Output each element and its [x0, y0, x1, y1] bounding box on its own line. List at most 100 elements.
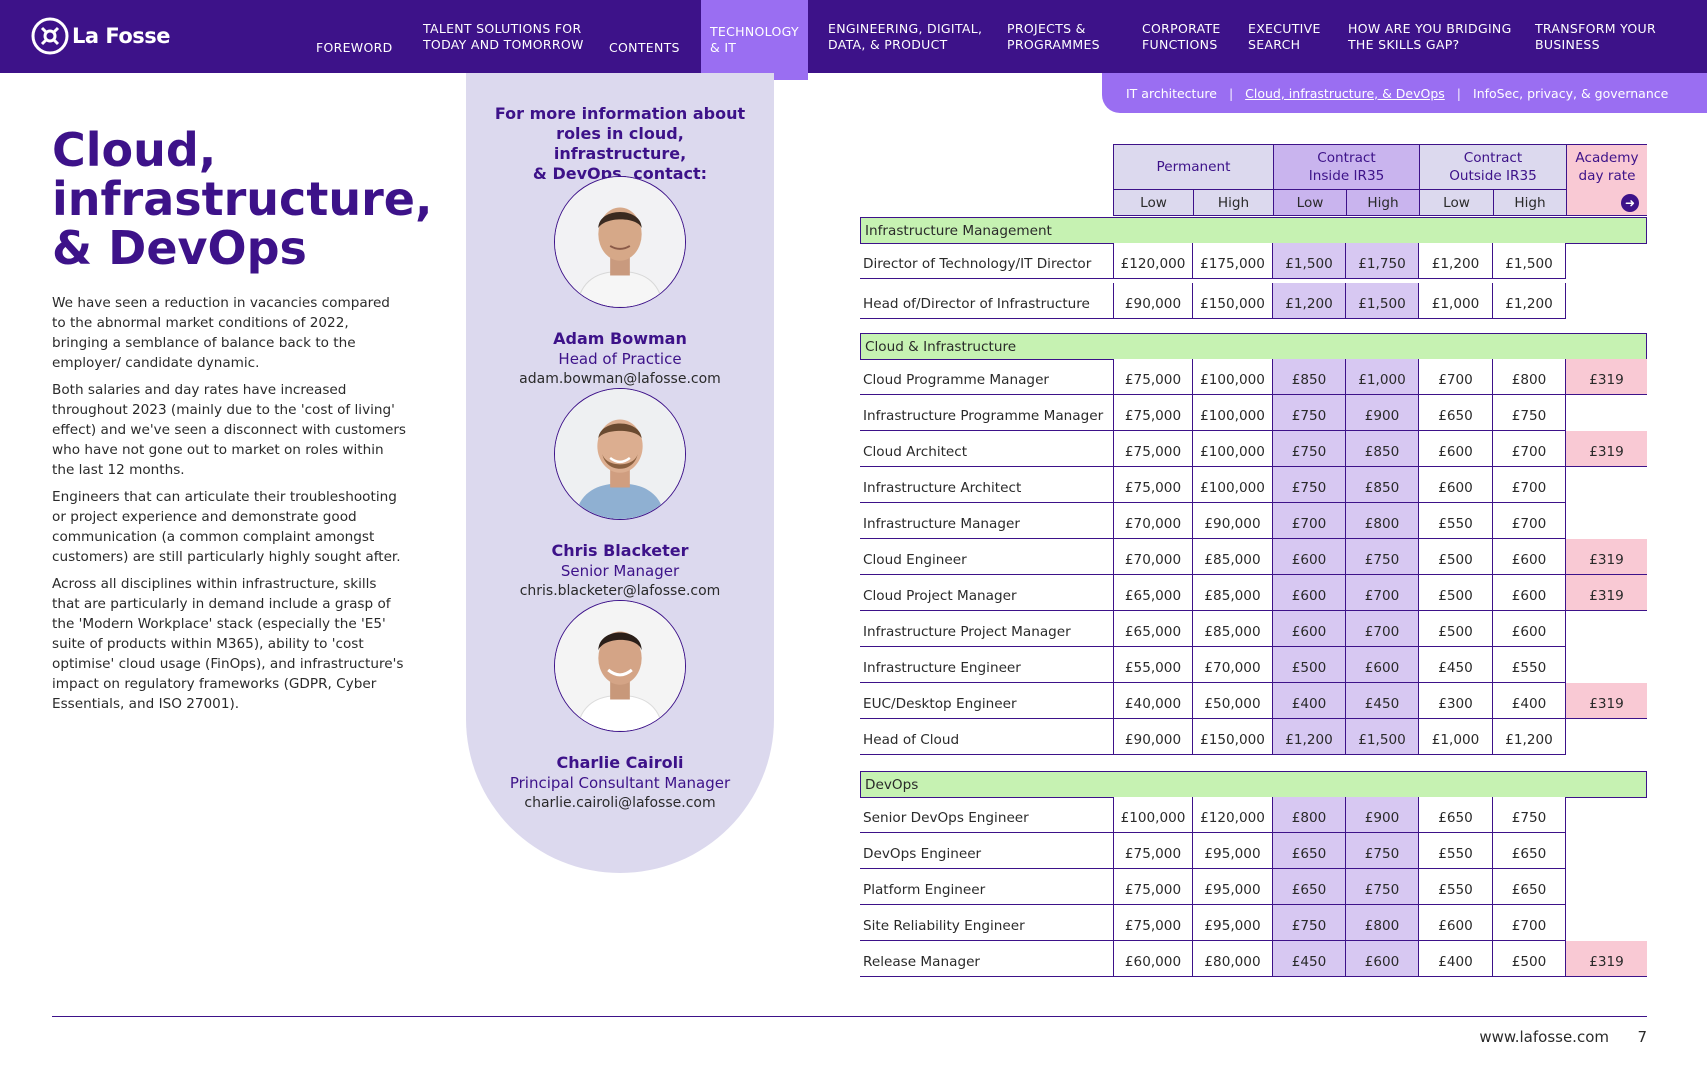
page-title-line: Cloud,	[52, 123, 217, 177]
subnav-cloud-infrastructure-devops[interactable]: Cloud, infrastructure, & DevOps	[1245, 85, 1445, 101]
contact-name: Chris Blacketer	[551, 541, 689, 560]
nav-item-label: ENGINEERING, DIGITAL,	[828, 20, 983, 36]
contact-email-link[interactable]: chris.blacketer@lafosse.com	[519, 583, 721, 599]
intro-paragraph: Across all disciplines within infrastruc…	[52, 576, 404, 712]
table-cell: £600	[1419, 467, 1493, 503]
table-cell: £500	[1419, 539, 1493, 575]
table-row-role: Senior DevOps Engineer	[860, 797, 1113, 833]
header-contract-inside-ir35: Contract Inside IR35	[1273, 144, 1419, 189]
header-label-line: day rate	[1578, 168, 1636, 184]
subnav-separator: |	[1228, 85, 1234, 101]
nav-item-executive[interactable]: EXECUTIVE SEARCH	[1248, 0, 1321, 73]
table-cell: £750	[1493, 395, 1566, 431]
table-cell: £50,000	[1193, 683, 1273, 719]
intro-paragraph: We have seen a reduction in vacancies co…	[52, 295, 390, 371]
table-row-role: Cloud Project Manager	[860, 575, 1113, 611]
section-header-cloud-infrastructure: Cloud & Infrastructure	[860, 333, 1647, 360]
footer-website-link[interactable]: www.lafosse.com	[1479, 1028, 1609, 1046]
nav-item-label: THE SKILLS GAP?	[1348, 36, 1460, 52]
table-row-role: Cloud Engineer	[860, 539, 1113, 575]
table-cell: £75,000	[1113, 359, 1193, 395]
subheader-high: High	[1193, 189, 1273, 216]
table-cell: £700	[1493, 503, 1566, 539]
intro-paragraph: Both salaries and day rates have increas…	[52, 382, 407, 478]
table-cell: £450	[1346, 683, 1419, 719]
table-cell: £700	[1346, 611, 1419, 647]
table-cell: £600	[1346, 647, 1419, 683]
nav-item-label: PROJECTS &	[1007, 20, 1086, 36]
nav-item-talent-solutions-for[interactable]: TALENT SOLUTIONS FOR TODAY AND TOMORROW	[423, 0, 584, 73]
table-cell: £1,500	[1273, 243, 1346, 279]
academy-rate-cell: £319	[1566, 539, 1647, 575]
page-title-line: infrastructure,	[52, 172, 433, 226]
table-cell: £600	[1346, 941, 1419, 977]
nav-item-label: DATA, & PRODUCT	[828, 36, 948, 52]
nav-item-projects[interactable]: PROJECTS & PROGRAMMES	[1007, 0, 1100, 73]
table-cell: £600	[1419, 905, 1493, 941]
arrow-right-circle-icon[interactable]: ➜	[1621, 194, 1639, 212]
table-cell: £85,000	[1193, 611, 1273, 647]
contact-email-link[interactable]: adam.bowman@lafosse.com	[519, 371, 721, 387]
table-cell: £550	[1493, 647, 1566, 683]
table-row-role: Infrastructure Architect	[860, 467, 1113, 503]
table-cell: £700	[1273, 503, 1346, 539]
nav-item-label: TALENT SOLUTIONS FOR	[423, 20, 582, 36]
la-fosse-logo[interactable]: La Fosse	[30, 16, 171, 56]
table-cell: £85,000	[1193, 539, 1273, 575]
nav-item-technology[interactable]: TECHNOLOGY & IT	[701, 0, 808, 80]
table-cell: £600	[1493, 611, 1566, 647]
table-cell: £1,200	[1493, 283, 1566, 319]
table-cell: £750	[1346, 833, 1419, 869]
subnav-infosec-privacy-governance[interactable]: InfoSec, privacy, & governance	[1473, 85, 1669, 101]
nav-item-label: TODAY AND TOMORROW	[423, 36, 584, 52]
table-cell: £650	[1419, 395, 1493, 431]
intro-text: We have seen a reduction in vacancies co…	[52, 293, 407, 721]
nav-item-label: BUSINESS	[1535, 36, 1600, 52]
table-cell: £750	[1273, 467, 1346, 503]
table-row-role: Site Reliability Engineer	[860, 905, 1113, 941]
nav-item-transform-your[interactable]: TRANSFORM YOUR BUSINESS	[1535, 0, 1656, 73]
table-cell: £550	[1419, 503, 1493, 539]
table-cell: £400	[1273, 683, 1346, 719]
table-row-role: Infrastructure Engineer	[860, 647, 1113, 683]
table-cell: £120,000	[1113, 243, 1193, 279]
table-cell: £500	[1419, 575, 1493, 611]
table-cell: £750	[1273, 905, 1346, 941]
table-row-role: Director of Technology/IT Director	[860, 243, 1113, 279]
header-label-line: Inside IR35	[1308, 168, 1385, 184]
header-label-line: Contract	[1317, 150, 1376, 166]
subheader-low: Low	[1273, 189, 1346, 216]
nav-item-corporate[interactable]: CORPORATE FUNCTIONS	[1142, 0, 1221, 73]
nav-item-label: FOREWORD	[316, 39, 393, 55]
table-cell: £850	[1273, 359, 1346, 395]
contact-email-link[interactable]: charlie.cairoli@lafosse.com	[524, 795, 716, 811]
nav-item-how-are-you-bridging[interactable]: HOW ARE YOU BRIDGING THE SKILLS GAP?	[1348, 0, 1512, 73]
nav-item-label: & IT	[710, 40, 737, 55]
nav-item-foreword[interactable]: FOREWORD	[316, 0, 393, 73]
contact-role: Head of Practice	[558, 350, 682, 368]
nav-item-contents[interactable]: CONTENTS	[609, 0, 680, 73]
academy-rate-cell: £319	[1566, 683, 1647, 719]
nav-item-engineering-digital[interactable]: ENGINEERING, DIGITAL, DATA, & PRODUCT	[828, 0, 982, 73]
table-cell: £65,000	[1113, 575, 1193, 611]
sub-navigation: IT architecture | Cloud, infrastructure,…	[1102, 73, 1707, 113]
table-cell: £650	[1419, 797, 1493, 833]
table-cell: £100,000	[1193, 467, 1273, 503]
person-photo-icon	[555, 601, 685, 731]
table-cell: £800	[1493, 359, 1566, 395]
table-cell: £70,000	[1193, 647, 1273, 683]
table-row-role: Infrastructure Manager	[860, 503, 1113, 539]
table-cell: £850	[1346, 467, 1419, 503]
table-cell: £90,000	[1193, 503, 1273, 539]
table-cell: £1,500	[1346, 719, 1419, 755]
logo-mark-icon	[31, 17, 69, 55]
table-cell: £700	[1346, 575, 1419, 611]
page-title-line: & DevOps	[52, 221, 307, 275]
table-cell: £55,000	[1113, 647, 1193, 683]
table-cell: £600	[1273, 539, 1346, 575]
table-cell: £1,200	[1273, 719, 1346, 755]
table-cell: £650	[1493, 833, 1566, 869]
nav-item-label: EXECUTIVE	[1248, 20, 1321, 36]
table-cell: £80,000	[1193, 941, 1273, 977]
subnav-it-architecture[interactable]: IT architecture	[1126, 85, 1217, 101]
